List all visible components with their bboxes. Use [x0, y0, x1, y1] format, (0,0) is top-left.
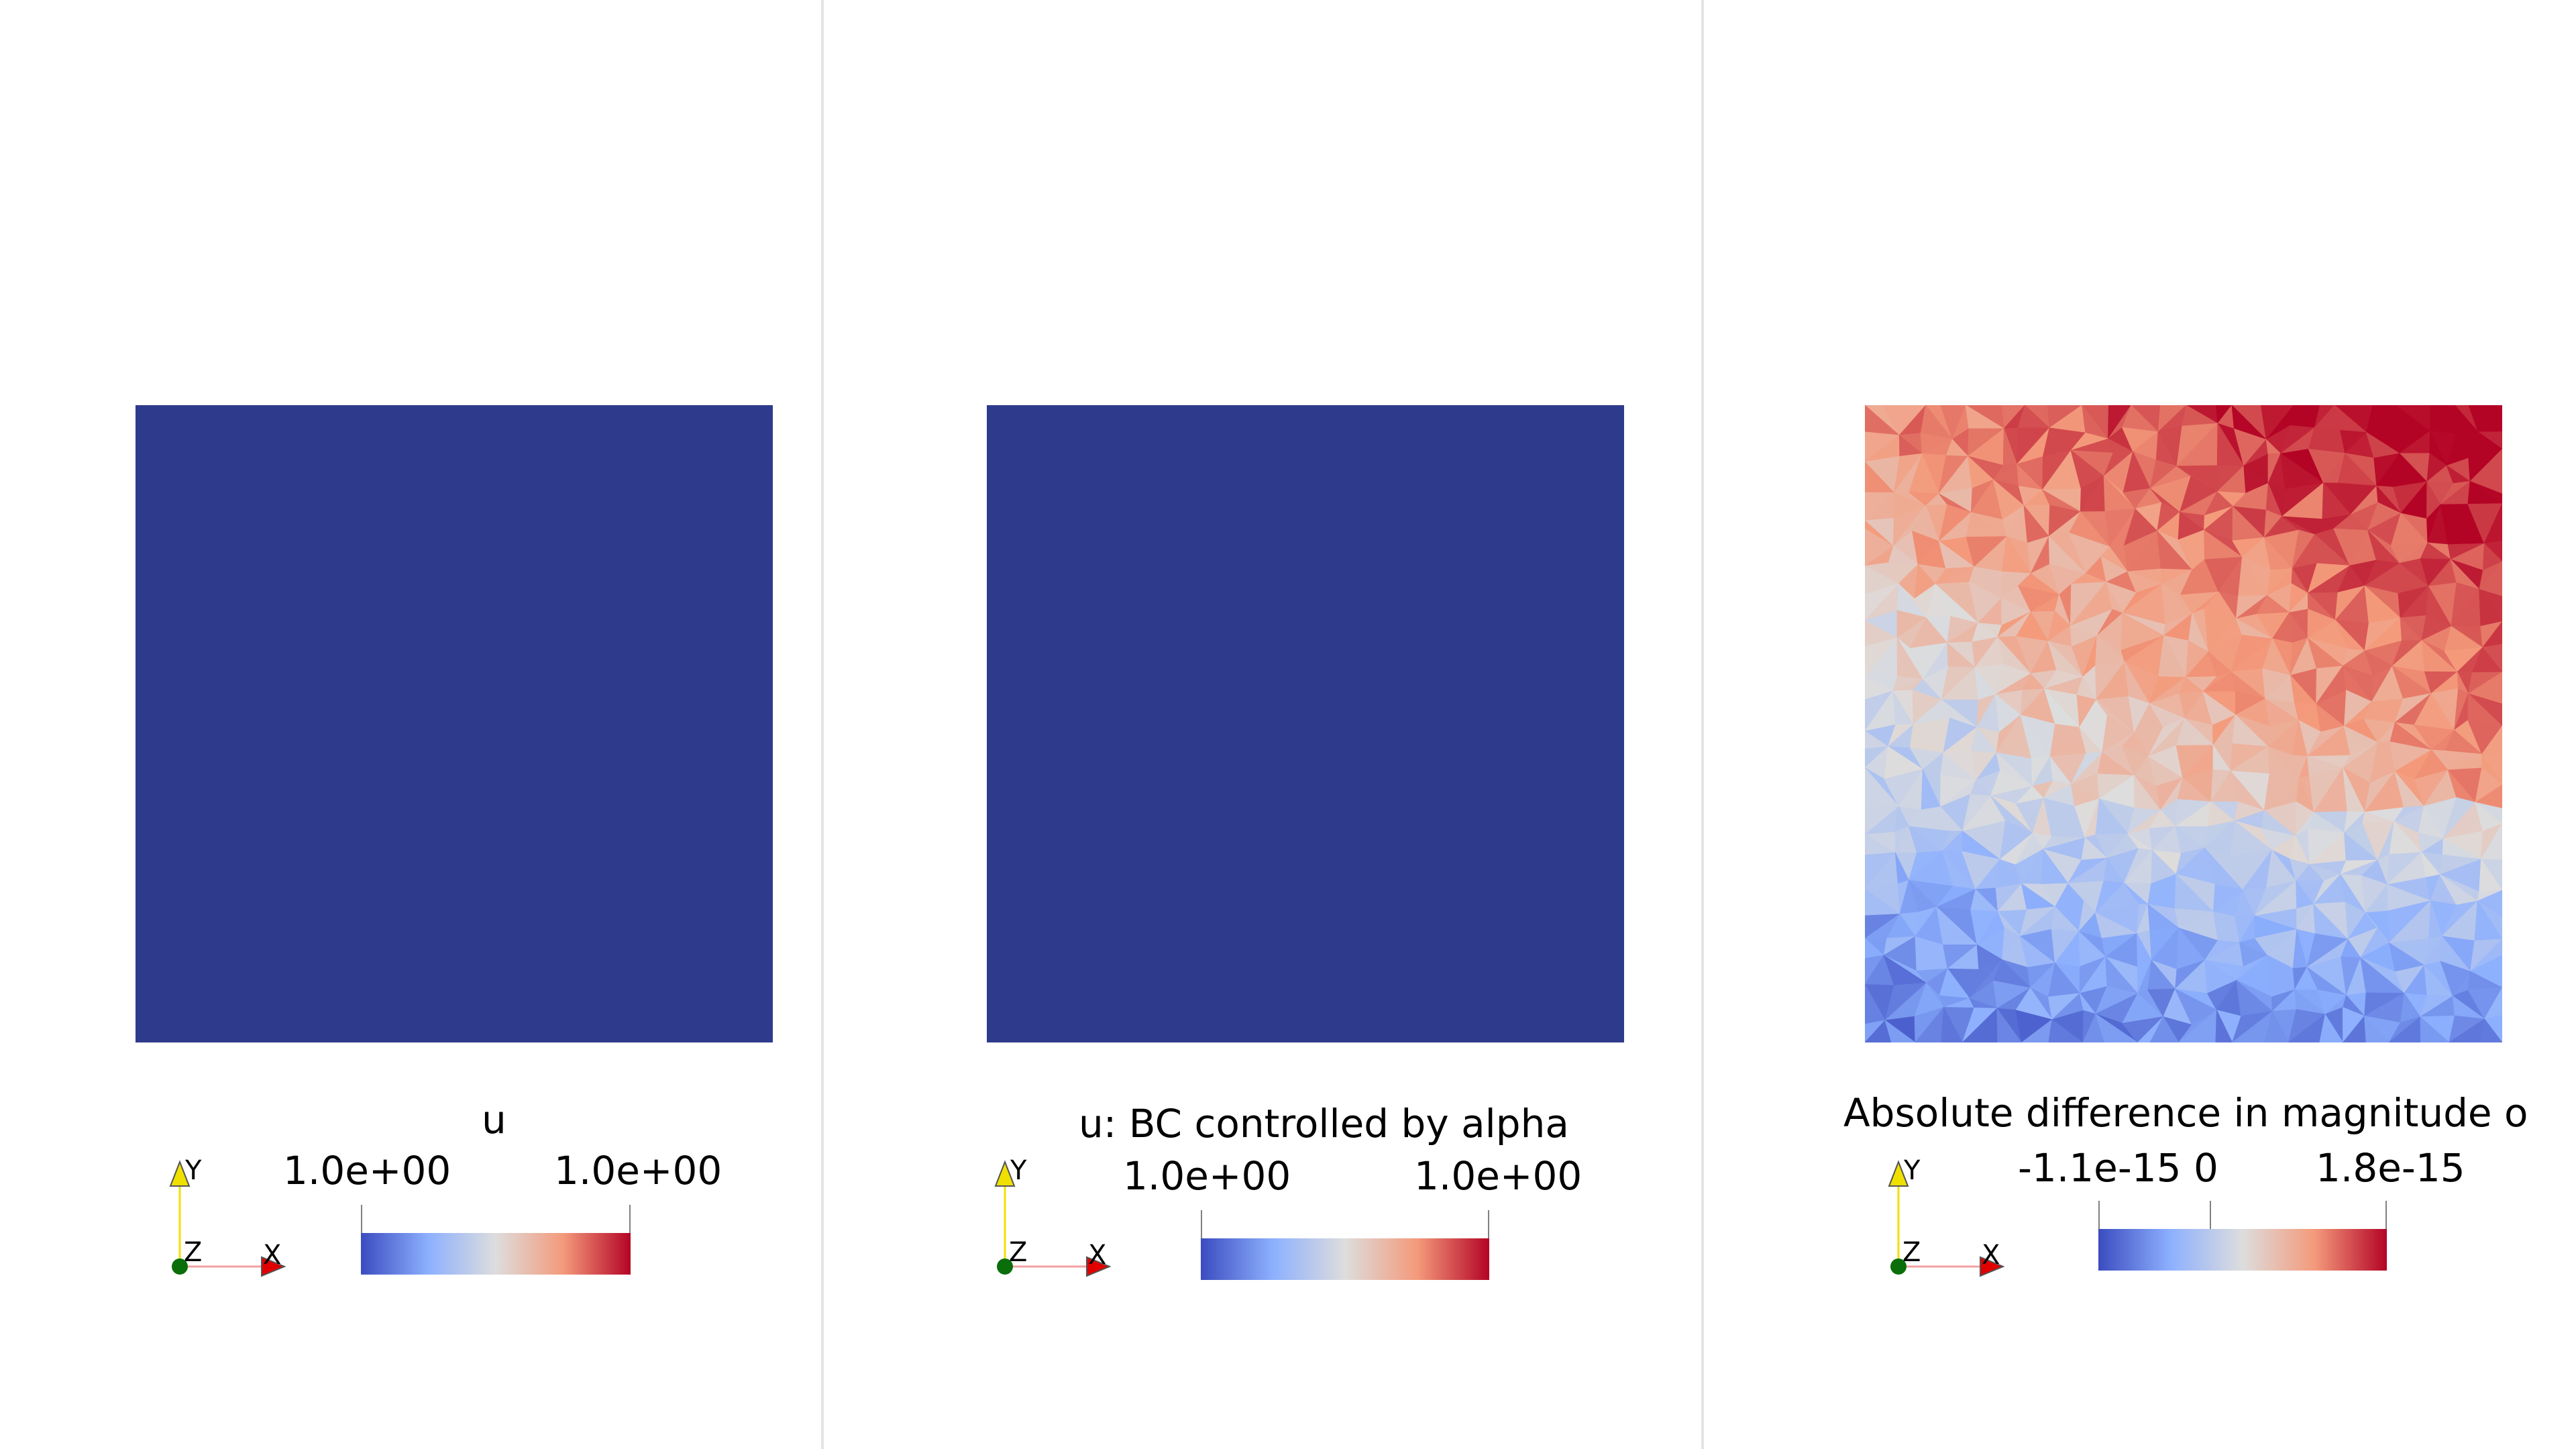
view-separator[interactable]: [821, 0, 824, 1449]
scalar-bar-title: u: BC controlled by alpha: [1079, 1101, 1569, 1146]
scalar-bar-max-label: 1.0e+00: [554, 1148, 722, 1193]
mesh-cell: [1996, 1008, 2022, 1042]
mesh-surface-u[interactable]: [136, 405, 773, 1042]
mesh-cell: [2264, 1010, 2289, 1042]
orientation-axes: Y Z X: [1880, 1154, 2014, 1288]
scalar-bar-tick: [2385, 1201, 2387, 1230]
axis-x-label: X: [1982, 1240, 2000, 1271]
mesh-surface-u-bc[interactable]: [987, 405, 1624, 1042]
axis-z-label: Z: [1902, 1237, 1921, 1268]
scalar-bar-tick: [2210, 1201, 2211, 1230]
mesh-cell: [2420, 1016, 2450, 1042]
mesh-cell: [2215, 1010, 2233, 1042]
scalar-bar-min-label: 1.0e+00: [1123, 1153, 1291, 1199]
scalar-bar-zero-label: 0: [2194, 1145, 2218, 1191]
axis-y-label: Y: [184, 1155, 202, 1186]
render-view-2[interactable]: u: BC controlled by alpha 1.0e+00 1.0e+0…: [824, 0, 1701, 1449]
axis-y-label: Y: [1010, 1155, 1027, 1186]
mesh-cell: [2319, 1013, 2344, 1042]
axis-y-label: Y: [1903, 1155, 1921, 1186]
render-view-1[interactable]: u 1.0e+00 1.0e+00 Y Z X: [0, 0, 821, 1449]
mesh-cell: [2480, 1018, 2502, 1042]
scalar-bar: [361, 1233, 631, 1275]
scalar-bar-tick: [1488, 1210, 1489, 1240]
mesh-cell: [1884, 1019, 1916, 1042]
mesh-cell: [2364, 1015, 2390, 1042]
axis-z-label: Z: [1009, 1237, 1027, 1268]
scalar-bar-min-label: 1.0e+00: [283, 1148, 451, 1193]
orientation-axes: Y Z X: [986, 1154, 1120, 1288]
axis-z-label: Z: [184, 1237, 202, 1268]
scalar-bar: [1201, 1238, 1489, 1280]
mesh-cell: [2095, 1013, 2139, 1042]
axis-x-label: X: [1088, 1240, 1106, 1271]
view-separator[interactable]: [1701, 0, 1704, 1449]
scalar-bar-max-label: 1.0e+00: [1414, 1153, 1582, 1199]
scalar-bar-tick: [1201, 1210, 1202, 1240]
orientation-axes: Y Z X: [161, 1154, 295, 1288]
mesh-cell: [1941, 1006, 1963, 1042]
scalar-bar-tick: [361, 1205, 362, 1234]
scalar-bar: [2098, 1229, 2387, 1271]
scalar-bar-max-label: 1.8e-15: [2316, 1145, 2465, 1191]
scalar-bar-tick: [629, 1205, 631, 1234]
scalar-bar-tick: [2098, 1201, 2100, 1230]
scalar-bar-min-label: -1.1e-15: [2018, 1145, 2182, 1191]
render-view-3[interactable]: Absolute difference in magnitude o -1.1e…: [1704, 0, 2576, 1449]
mesh-cell: [2048, 1019, 2084, 1042]
scalar-bar-title: u: [482, 1097, 506, 1142]
axis-x-label: X: [263, 1240, 281, 1271]
mesh-cell: [2149, 1016, 2180, 1042]
scalar-bar-title: Absolute difference in magnitude o: [1843, 1090, 2528, 1136]
mesh-surface-difference[interactable]: [1865, 405, 2502, 1042]
